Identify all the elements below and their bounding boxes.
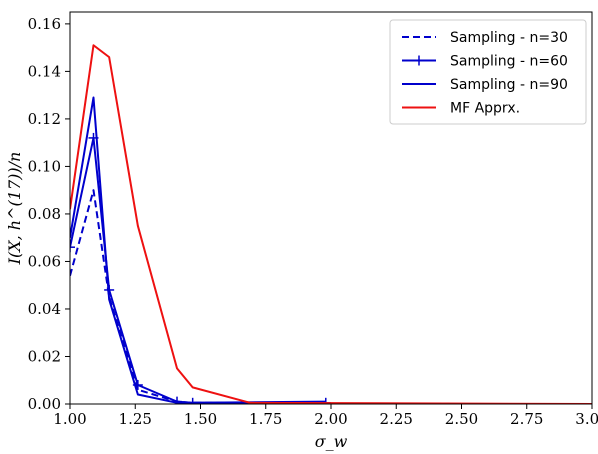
y-axis: 0.00 0.02 0.04 0.06 0.08 0.10 0.12 0.14 0.16 <box>28 15 70 413</box>
x-tick-label: 1.25 <box>119 410 152 428</box>
legend-item: Sampling - n=90 <box>402 77 568 93</box>
plot-area <box>70 44 592 404</box>
series-line-2 <box>70 136 326 404</box>
legend-label: Sampling - n=90 <box>450 77 568 93</box>
legend-item: Sampling - n=60 <box>402 54 568 70</box>
legend-box <box>389 19 587 125</box>
y-tick-label: 0.04 <box>28 300 61 318</box>
legend-label: MF Apprx. <box>450 101 520 117</box>
x-tick-label: 2.75 <box>510 410 543 428</box>
series-line-3 <box>70 96 326 404</box>
y-tick-label: 0.14 <box>28 62 61 80</box>
y-tick-label: 0.12 <box>28 110 61 128</box>
x-tick-label: 3.00 <box>575 410 598 428</box>
x-tick-label: 1.75 <box>249 410 282 428</box>
y-tick-label: 0.08 <box>28 205 61 223</box>
legend: Sampling - n=30 Sampling - n=60 Sampling -… <box>389 19 587 125</box>
x-tick-label: 1.50 <box>184 410 217 428</box>
x-axis: 1.00 1.25 1.50 1.75 2.00 2.25 2.50 2.75 3.00 <box>53 404 598 428</box>
y-tick-label: 0.16 <box>28 15 61 33</box>
legend-item: Sampling - n=30 <box>402 30 568 46</box>
legend-label: Sampling - n=60 <box>450 54 568 70</box>
series-line-4 <box>70 44 592 404</box>
y-axis-label: I(X, h^(17))/n <box>5 152 24 266</box>
legend-label: Sampling - n=30 <box>450 30 568 46</box>
legend-item: MF Apprx. <box>402 101 520 117</box>
y-tick-label: 0.06 <box>28 252 61 270</box>
y-tick-label: 0.00 <box>28 395 61 413</box>
y-tick-label: 0.02 <box>28 347 61 365</box>
series-line-1 <box>70 189 326 404</box>
x-tick-label: 2.00 <box>314 410 347 428</box>
x-axis-label: σ_w <box>315 432 348 451</box>
x-tick-label: 2.50 <box>445 410 478 428</box>
x-tick-label: 2.25 <box>380 410 413 428</box>
y-tick-label: 0.10 <box>28 157 61 175</box>
x-tick-label: 1.00 <box>53 410 86 428</box>
series-point <box>70 242 75 253</box>
